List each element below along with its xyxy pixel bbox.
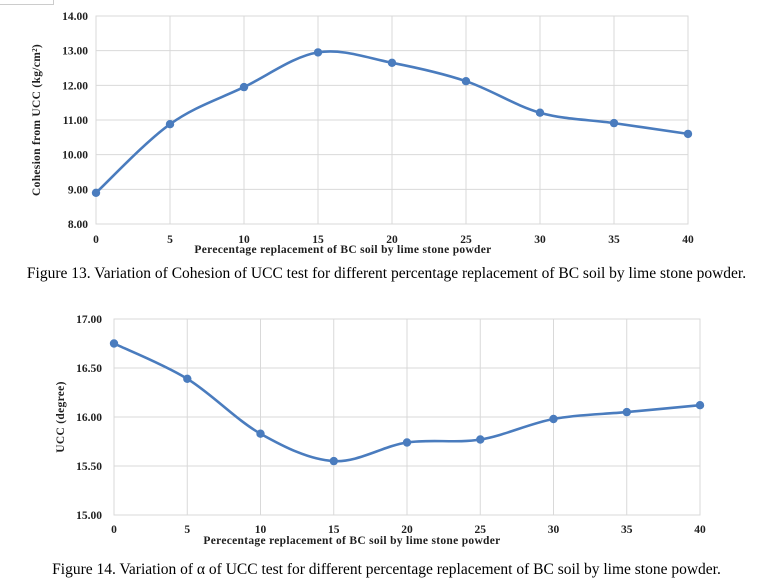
data-point-marker bbox=[329, 456, 338, 466]
data-point-marker bbox=[239, 82, 249, 92]
x-tick-label: 35 bbox=[608, 234, 620, 246]
ucc-alpha-vs-replacement-chart: 15.00 15.50 16.00 16.50 17.00 0 5 10 15 20 25 30 35 4… bbox=[55, 314, 706, 547]
plot-border bbox=[95, 15, 689, 225]
x-tick-label: 25 bbox=[475, 524, 487, 536]
x-tick-label: 30 bbox=[534, 234, 546, 246]
x-tick-label: 5 bbox=[184, 524, 190, 536]
y-tick-label: 16.00 bbox=[76, 412, 102, 424]
data-point-marker bbox=[387, 58, 397, 67]
x-tick-label: 15 bbox=[328, 524, 340, 536]
data-point-marker bbox=[609, 118, 619, 128]
y-axis-title: UCC (degree) bbox=[55, 381, 67, 452]
x-tick-label: 30 bbox=[548, 524, 560, 536]
x-tick-label: 10 bbox=[255, 524, 267, 536]
y-tick-label: 15.00 bbox=[76, 510, 102, 522]
x-tick-label: 0 bbox=[111, 524, 117, 536]
x-tick-label: 0 bbox=[93, 234, 99, 246]
x-tick-label: 5 bbox=[167, 234, 173, 246]
x-tick-label: 20 bbox=[401, 524, 413, 536]
x-axis-title: Perecentage replacement of BC soil by li… bbox=[194, 244, 491, 256]
y-tick-label: 11.00 bbox=[63, 115, 88, 127]
y-tick-label: 13.00 bbox=[62, 46, 88, 58]
data-point-marker bbox=[109, 339, 119, 348]
screenshot-crop-artifact bbox=[53, 0, 54, 5]
x-tick-label: 35 bbox=[621, 524, 633, 536]
y-tick-label: 16.50 bbox=[76, 363, 102, 375]
figure-13-caption: Figure 13. Variation of Cohesion of UCC … bbox=[26, 265, 747, 282]
data-point-marker bbox=[256, 429, 265, 438]
data-point-marker bbox=[622, 407, 631, 417]
x-tick-label: 25 bbox=[460, 234, 472, 246]
series-line bbox=[94, 50, 690, 195]
y-tick-label: 17.00 bbox=[76, 314, 102, 326]
cohesion-vs-replacement-chart: 8.00 9.00 10.00 11.00 12.00 13.00 14.00 0 5 10 15 2… bbox=[31, 11, 694, 256]
y-axis-title: Cohesion from UCC (kg/cm²) bbox=[31, 44, 43, 196]
x-tick-label: 15 bbox=[312, 234, 324, 246]
data-point-marker bbox=[461, 77, 471, 86]
data-point-marker bbox=[695, 401, 705, 410]
data-point-marker bbox=[313, 48, 323, 57]
data-point-marker bbox=[683, 129, 693, 139]
figure-14-caption: Figure 14. Variation of α of UCC test fo… bbox=[52, 561, 721, 578]
y-tick-label: 9.00 bbox=[68, 184, 88, 196]
data-point-marker bbox=[549, 414, 558, 424]
y-tick-label: 12.00 bbox=[62, 80, 88, 92]
data-point-marker bbox=[91, 188, 101, 197]
x-tick-label: 40 bbox=[694, 524, 706, 536]
data-point-marker bbox=[165, 120, 175, 129]
y-tick-label: 14.00 bbox=[62, 11, 88, 23]
x-tick-label: 40 bbox=[682, 234, 694, 246]
y-tick-label: 8.00 bbox=[68, 219, 88, 231]
y-tick-label: 15.50 bbox=[76, 461, 102, 473]
x-tick-label: 20 bbox=[386, 234, 398, 246]
data-point-marker bbox=[535, 108, 545, 117]
plot-border bbox=[113, 318, 701, 516]
x-axis-title: Perecentage replacement of BC soil by li… bbox=[203, 535, 500, 547]
y-tick-label: 10.00 bbox=[62, 150, 88, 162]
screenshot-crop-artifact bbox=[0, 4, 53, 5]
data-point-marker bbox=[183, 374, 192, 383]
data-point-marker bbox=[402, 438, 412, 447]
x-tick-label: 10 bbox=[238, 234, 250, 246]
data-point-marker bbox=[476, 435, 485, 444]
